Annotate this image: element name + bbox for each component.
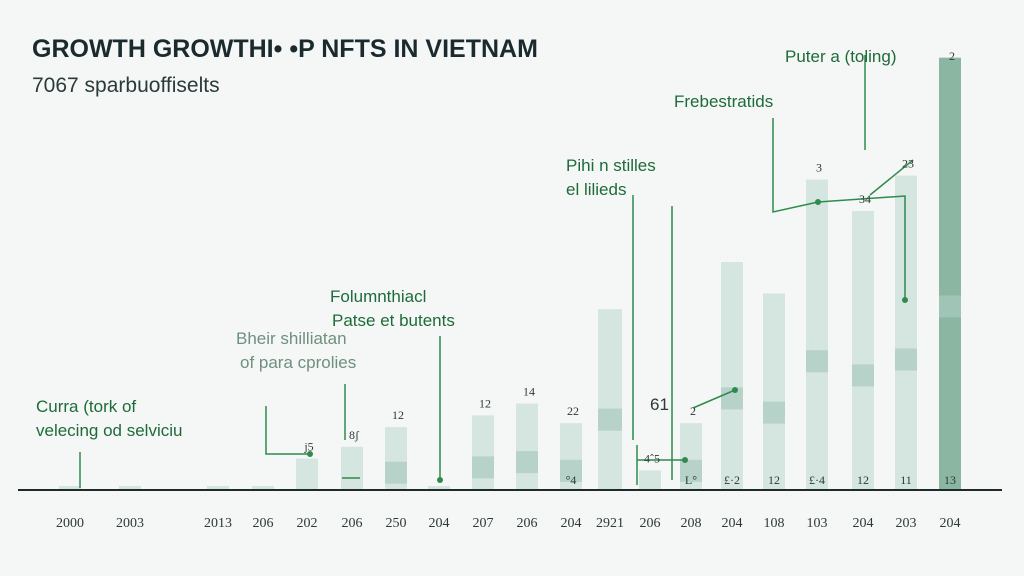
bar-band xyxy=(472,456,494,479)
annotation-text: of para cprolies xyxy=(240,353,356,372)
data-label: 4ˆ5 xyxy=(644,451,660,465)
x-tick-label: 203 xyxy=(896,516,917,531)
data-label: 34 xyxy=(859,192,871,206)
base-label: °4 xyxy=(566,473,577,487)
bar-204 xyxy=(428,486,450,490)
data-label: 3 xyxy=(816,160,822,174)
bar-band xyxy=(852,364,874,387)
bar-206 xyxy=(341,446,363,490)
annotation-text: Pihi n stilles xyxy=(566,156,656,175)
leader-dot xyxy=(682,457,688,463)
x-tick-label: 103 xyxy=(807,516,828,531)
leader-line xyxy=(869,159,914,196)
leader-line xyxy=(265,406,310,455)
bar-206 xyxy=(516,403,538,490)
annotation-text: Curra (tork of xyxy=(36,397,136,416)
x-tick-label: 206 xyxy=(517,516,538,531)
data-label: 12 xyxy=(392,408,404,422)
base-label: 11 xyxy=(900,473,912,487)
data-label: 8ʃ xyxy=(349,428,360,442)
bar-204 xyxy=(939,57,961,491)
annotation-leaders xyxy=(79,55,914,488)
base-label: 12 xyxy=(768,473,780,487)
bar-108 xyxy=(763,293,785,490)
annotations: Curra (tork of velecing od selviciu Bheir … xyxy=(36,47,897,440)
annotation-text: velecing od selviciu xyxy=(36,421,182,440)
bar-band xyxy=(680,459,702,482)
x-tick-label: 207 xyxy=(473,516,494,531)
bar-202 xyxy=(296,458,318,490)
x-tick-label: 2003 xyxy=(116,516,144,531)
data-label: 2 xyxy=(690,404,696,418)
bar-band xyxy=(895,348,917,371)
bars-group xyxy=(59,57,961,491)
bar-band xyxy=(939,295,961,318)
leader-dot xyxy=(437,477,443,483)
bar-103 xyxy=(806,179,828,490)
x-tick-label: 204 xyxy=(853,516,874,531)
data-label: 22 xyxy=(567,404,579,418)
chart-title: GROWTH GROWTHI• •P NFTS IN VIETNAM xyxy=(32,35,538,63)
x-tick-label: 208 xyxy=(681,516,702,531)
x-tick-label: 204 xyxy=(429,516,450,531)
annotation-text: Frebestratids xyxy=(674,92,773,111)
bar-203 xyxy=(895,175,917,490)
base-label: 12 xyxy=(857,473,869,487)
bar-207 xyxy=(472,415,494,490)
chart-subtitle: 7067 sparbuoffiselts xyxy=(32,74,220,97)
x-tick-label: 206 xyxy=(640,516,661,531)
data-label: j5 xyxy=(303,440,313,454)
leader-line xyxy=(817,195,906,300)
leader-line xyxy=(692,389,736,409)
bar-206 xyxy=(252,486,274,490)
annotation-text: 61 xyxy=(650,395,669,414)
data-label: 14 xyxy=(523,385,535,399)
bar-band xyxy=(516,451,538,474)
bar-band xyxy=(560,459,582,482)
data-label: 12 xyxy=(479,396,491,410)
bar-204 xyxy=(852,210,874,490)
x-tick-label: 250 xyxy=(386,516,407,531)
annotation-text: Bheir shilliatan xyxy=(236,329,347,348)
base-label: 13 xyxy=(944,473,956,487)
bar-206 xyxy=(639,470,661,490)
annotation-text: Puter a (toling) xyxy=(785,47,897,66)
data-label: 2 xyxy=(949,49,955,63)
leader-dot xyxy=(815,199,821,205)
x-tick-label: 202 xyxy=(297,516,318,531)
x-tick-label: 2921 xyxy=(596,516,624,531)
bar-2013 xyxy=(207,486,229,490)
leader-dot xyxy=(902,297,908,303)
base-label: £·4 xyxy=(809,473,825,487)
annotation-text: Patse et butents xyxy=(332,311,455,330)
base-label: L° xyxy=(685,473,697,487)
x-tick-label: 2000 xyxy=(56,516,84,531)
data-labels: j5 8ʃ 12 12 14 22 °4 4ˆ5 2 L° £·2 12 3 £·4 34 12 23 11 2 13 xyxy=(303,49,956,487)
data-label: 23 xyxy=(902,157,914,171)
x-tick-label: 204 xyxy=(561,516,582,531)
x-tick-label: 108 xyxy=(764,516,785,531)
base-label: £·2 xyxy=(724,473,740,487)
x-tick-labels: 2000 2003 2013 206 202 206 250 204 207 206 204 2921… xyxy=(56,516,961,531)
bar-band xyxy=(385,461,407,484)
x-tick-label: 204 xyxy=(722,516,743,531)
annotation-text: el lilieds xyxy=(566,180,626,199)
x-tick-label: 206 xyxy=(342,516,363,531)
leader-dot xyxy=(307,451,313,457)
bar-2000 xyxy=(59,486,81,490)
x-tick-label: 206 xyxy=(253,516,274,531)
bar-2921 xyxy=(598,309,622,490)
bar-2003 xyxy=(119,486,141,490)
leader-line xyxy=(772,118,819,213)
leader-dot xyxy=(732,387,738,393)
bar-band xyxy=(763,401,785,424)
x-tick-label: 2013 xyxy=(204,516,232,531)
bar-band xyxy=(598,408,622,431)
bar-band xyxy=(806,350,828,373)
annotation-text: Folumnthiacl xyxy=(330,287,426,306)
bar-204 xyxy=(721,262,743,490)
x-tick-label: 204 xyxy=(940,516,961,531)
